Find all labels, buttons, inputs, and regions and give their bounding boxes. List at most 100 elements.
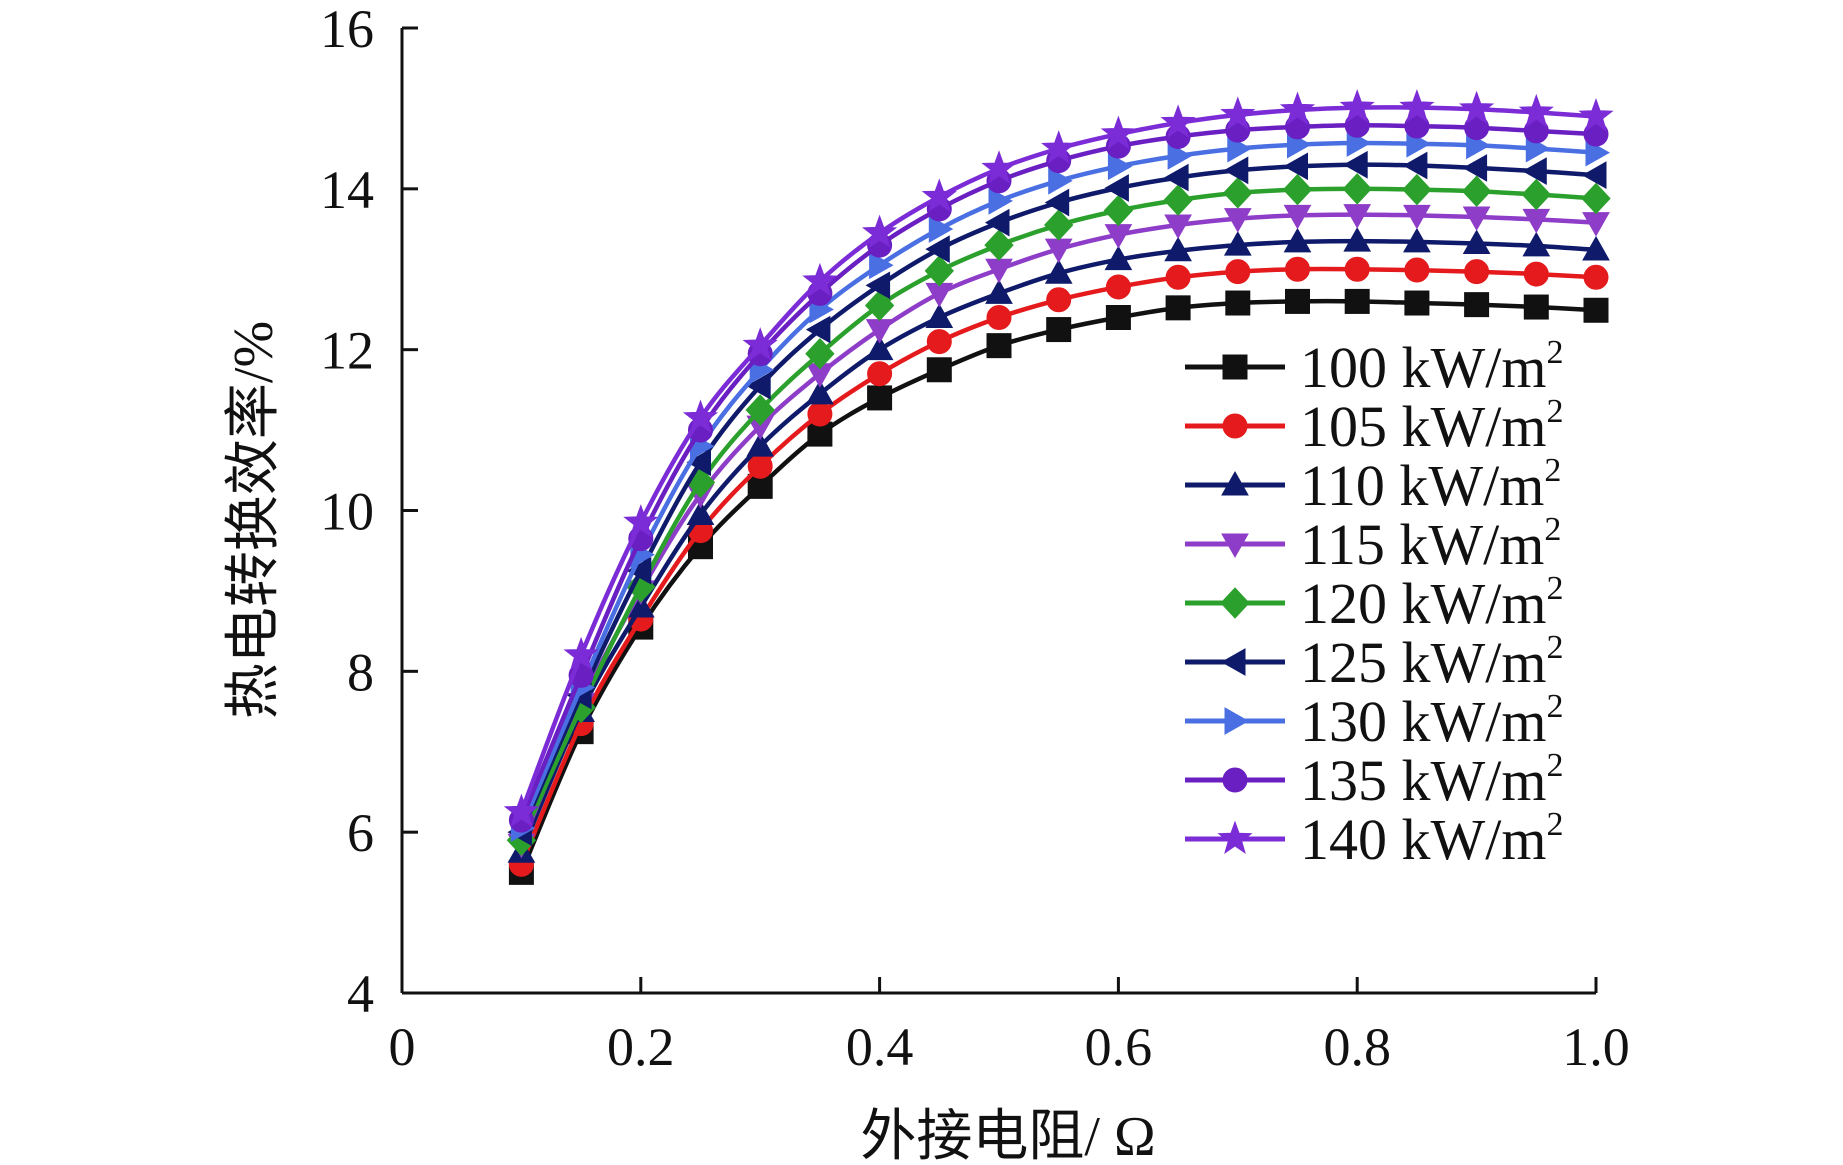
- data-point: [1402, 151, 1428, 180]
- axes: 0 0.2 0.4 0.6 0.8 1.0 4 6 8 10 12 14 16: [320, 0, 1630, 1077]
- data-point: [1100, 115, 1136, 150]
- data-point: [1048, 166, 1073, 195]
- data-point: [503, 793, 539, 827]
- data-point: [925, 303, 954, 328]
- data-point: [1402, 173, 1432, 206]
- data-point: [805, 337, 835, 370]
- data-point: [1164, 163, 1189, 192]
- x-tick-label: 0.6: [1085, 1017, 1153, 1077]
- y-tick-label: 10: [320, 482, 374, 542]
- series-8: [503, 89, 1614, 827]
- data-point: [985, 279, 1013, 304]
- data-point: [623, 504, 659, 538]
- data-point: [1104, 245, 1133, 271]
- data-point: [1344, 288, 1370, 314]
- data-point: [1339, 89, 1375, 123]
- data-point: [1044, 188, 1070, 217]
- data-point: [1404, 257, 1430, 283]
- legend-swatch-marker: [1222, 413, 1248, 439]
- data-point: [682, 399, 719, 433]
- data-point: [1107, 152, 1133, 181]
- data-point: [1223, 177, 1253, 209]
- x-tick-label: 0.8: [1323, 1017, 1391, 1077]
- legend-label: 140 kW/m2: [1300, 806, 1563, 872]
- data-point: [1459, 90, 1495, 125]
- data-point: [924, 255, 954, 287]
- data-point: [862, 214, 898, 248]
- y-tick-label: 4: [347, 964, 374, 1024]
- data-point: [806, 379, 834, 405]
- data-point: [745, 394, 775, 426]
- data-point: [1464, 259, 1490, 285]
- legend-entry: 115 kW/m2: [1185, 511, 1561, 577]
- data-point: [1523, 294, 1549, 320]
- data-point: [1165, 264, 1191, 290]
- x-tick-label: 0.2: [607, 1017, 675, 1077]
- data-point: [984, 208, 1010, 237]
- legend-label: 115 kW/m2: [1300, 511, 1561, 577]
- data-point: [626, 556, 652, 585]
- x-tick-label: 0: [389, 1017, 416, 1077]
- data-point: [1167, 142, 1193, 170]
- data-point: [1462, 154, 1488, 182]
- data-point: [1404, 290, 1430, 316]
- data-point: [1283, 152, 1308, 181]
- data-point: [865, 335, 894, 361]
- data-point: [1283, 204, 1312, 230]
- data-point: [686, 500, 715, 526]
- data-point: [1343, 227, 1372, 252]
- series-6: [510, 129, 1611, 843]
- data-point: [984, 229, 1014, 261]
- data-point: [1223, 231, 1252, 256]
- y-tick-label: 6: [347, 803, 374, 863]
- data-point: [1462, 206, 1491, 231]
- data-point: [864, 289, 895, 322]
- legend-label: 120 kW/m2: [1300, 570, 1563, 636]
- data-point: [1105, 305, 1131, 330]
- series-5: [507, 150, 1607, 847]
- data-point: [1105, 274, 1131, 300]
- legend-entry: 125 kW/m2: [1185, 629, 1563, 695]
- data-point: [1403, 204, 1431, 230]
- data-point: [1521, 178, 1551, 211]
- data-point: [1399, 89, 1435, 123]
- data-point: [1046, 317, 1072, 343]
- data-point: [807, 401, 833, 427]
- x-axis-label: 外接电阻/ Ω: [860, 1106, 1155, 1165]
- legend-entry: 105 kW/m2: [1185, 393, 1563, 459]
- data-point: [805, 315, 831, 344]
- data-point: [1283, 227, 1312, 253]
- data-point: [1464, 292, 1490, 318]
- data-point: [746, 432, 775, 457]
- data-point: [925, 282, 954, 308]
- data-point: [1044, 209, 1074, 241]
- data-point: [1518, 93, 1554, 128]
- data-point: [867, 385, 893, 411]
- data-point: [928, 215, 954, 243]
- legend-entry: 135 kW/m2: [1185, 747, 1563, 813]
- legend-swatch-marker: [1217, 820, 1253, 854]
- data-point: [1403, 227, 1431, 253]
- data-point: [1523, 261, 1549, 287]
- data-point: [869, 251, 894, 280]
- data-point: [986, 305, 1012, 330]
- data-point: [1583, 297, 1609, 323]
- y-tick-label: 16: [320, 0, 374, 59]
- data-point: [746, 371, 771, 400]
- legend-swatch-marker: [1221, 470, 1249, 496]
- data-point: [865, 271, 891, 300]
- data-point: [1582, 235, 1610, 261]
- data-point: [865, 319, 894, 344]
- series-4: [506, 173, 1611, 856]
- data-point: [1160, 104, 1196, 138]
- data-point: [867, 361, 893, 387]
- data-point: [1581, 182, 1611, 215]
- y-tick-label: 14: [320, 160, 374, 220]
- legend-swatch-marker: [1224, 707, 1250, 735]
- data-point: [1223, 208, 1252, 233]
- data-point: [1223, 156, 1249, 185]
- legend-entry: 130 kW/m2: [1185, 688, 1563, 754]
- data-point: [1581, 161, 1607, 190]
